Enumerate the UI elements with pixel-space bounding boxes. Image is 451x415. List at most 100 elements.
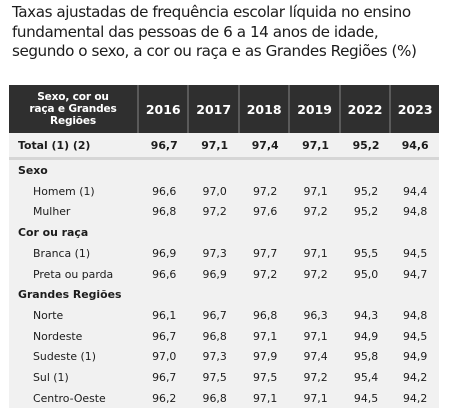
header-label-line: Regiões (50, 115, 96, 127)
table-cell: 97,7 (253, 246, 278, 260)
table-cell: 97,2 (303, 205, 328, 219)
table-cell: 95,8 (353, 350, 379, 364)
table-row: Homem (1) 96,6 97,0 97,2 97,1 95,2 94,4 (9, 181, 439, 202)
table-cell: 97,6 (253, 205, 278, 219)
table-cell: 94,2 (403, 370, 428, 384)
data-table: Sexo, cor ou raça e Grandes Regiões 2016… (9, 85, 439, 409)
table-cell: 95,0 (353, 267, 379, 281)
title-line: fundamental das pessoas de 6 a 14 anos d… (12, 22, 379, 41)
total-row: Total (1) (2) 96,7 97,1 97,4 97,1 95,2 9… (9, 133, 439, 160)
column-header-year: 2023 (391, 85, 439, 133)
table-cell: 97,2 (253, 267, 278, 281)
table-cell: 97,4 (239, 133, 291, 160)
row-label: Nordeste (33, 329, 83, 343)
table-row: Preta ou parda 96,6 96,9 97,2 97,2 95,0 … (9, 264, 439, 285)
table-cell: 96,8 (152, 205, 177, 219)
table-cell: 97,0 (152, 350, 177, 364)
header-label-line: raça e Grandes (29, 103, 117, 115)
table-cell: 97,3 (202, 246, 227, 260)
table-row: Nordeste 96,7 96,8 97,1 97,1 94,9 94,5 (9, 326, 439, 347)
row-label: Total (1) (2) (9, 133, 139, 160)
table-cell: 94,7 (403, 267, 428, 281)
section-heading: Cor ou raça (18, 226, 89, 240)
row-label: Norte (33, 309, 64, 323)
column-header-year: 2017 (189, 85, 240, 133)
table-cell: 96,7 (139, 133, 190, 160)
column-header-year: 2019 (290, 85, 341, 133)
table-cell: 94,2 (403, 391, 428, 405)
row-label: Centro-Oeste (33, 391, 106, 405)
row-label: Mulher (33, 205, 71, 219)
title-line: Taxas ajustadas de frequência escolar lí… (12, 3, 411, 21)
table-cell: 95,4 (353, 370, 379, 384)
table-cell: 96,7 (152, 370, 177, 384)
table-cell: 97,1 (303, 184, 328, 198)
section-row: Grandes Regiões (9, 284, 439, 305)
table-cell: 97,1 (290, 133, 341, 160)
row-label: Preta ou parda (33, 267, 114, 281)
section-row: Sexo (9, 160, 439, 181)
table-cell: 97,2 (253, 184, 278, 198)
table-cell: 94,8 (403, 205, 428, 219)
table-cell: 97,2 (202, 205, 227, 219)
section-heading: Sexo (18, 164, 48, 177)
table-cell: 96,9 (152, 246, 177, 260)
table-cell: 97,0 (202, 184, 227, 198)
table-cell: 96,2 (152, 391, 177, 405)
table-cell: 94,3 (353, 309, 379, 323)
row-label: Homem (1) (33, 184, 95, 198)
header-label-line: Sexo, cor ou (37, 91, 109, 103)
table-row: Norte 96,1 96,7 96,8 96,3 94,3 94,8 (9, 305, 439, 326)
table-row: Sudeste (1) 97,0 97,3 97,9 97,4 95,8 94,… (9, 347, 439, 368)
row-label: Sul (1) (33, 370, 69, 384)
table-cell: 95,2 (340, 133, 392, 160)
table-cell: 96,6 (152, 267, 177, 281)
table-row: Centro-Oeste 96,2 96,8 97,1 97,1 94,5 94… (9, 388, 439, 409)
table-cell: 96,8 (202, 391, 227, 405)
table-cell: 97,1 (189, 133, 240, 160)
row-label: Sudeste (1) (33, 350, 96, 364)
table-cell: 96,6 (152, 184, 177, 198)
table-cell: 96,1 (152, 309, 177, 323)
table-cell: 97,1 (303, 391, 328, 405)
table-row: Mulher 96,8 97,2 97,6 97,2 95,2 94,8 (9, 202, 439, 223)
section-heading: Grandes Regiões (18, 288, 122, 302)
table-cell: 97,5 (202, 370, 227, 384)
table-cell: 94,5 (353, 391, 379, 405)
table-cell: 94,4 (403, 184, 428, 198)
column-header-category: Sexo, cor ou raça e Grandes Regiões (9, 85, 139, 133)
table-cell: 97,9 (253, 350, 278, 364)
column-header-year: 2022 (340, 85, 392, 133)
table-cell: 97,2 (303, 267, 328, 281)
table-cell: 95,2 (353, 205, 379, 219)
table-cell: 94,6 (391, 133, 439, 160)
header-row: Sexo, cor ou raça e Grandes Regiões 2016… (9, 85, 439, 133)
table-cell: 96,7 (152, 329, 177, 343)
title-line: segundo o sexo, a cor ou raça e as Grand… (12, 42, 417, 61)
table-cell: 97,1 (303, 329, 328, 343)
table-cell: 94,9 (403, 350, 428, 364)
table-cell: 97,3 (202, 350, 227, 364)
table-cell: 97,5 (253, 370, 278, 384)
table-cell: 97,4 (303, 350, 328, 364)
table-cell: 96,8 (253, 309, 278, 323)
table-title: Taxas ajustadas de frequência escolar lí… (12, 3, 444, 62)
table-cell: 95,2 (353, 184, 379, 198)
table-cell: 96,7 (202, 309, 227, 323)
column-header-year: 2016 (139, 85, 190, 133)
table-cell: 96,3 (303, 309, 328, 323)
table-cell: 97,2 (303, 370, 328, 384)
table-cell: 96,8 (202, 329, 227, 343)
table-row: Sul (1) 96,7 97,5 97,5 97,2 95,4 94,2 (9, 367, 439, 388)
column-header-year: 2018 (239, 85, 291, 133)
table-cell: 94,5 (403, 246, 428, 260)
table-row: Branca (1) 96,9 97,3 97,7 97,1 95,5 94,5 (9, 243, 439, 264)
section-row: Cor ou raça (9, 222, 439, 243)
table-cell: 96,9 (202, 267, 227, 281)
table-cell: 97,1 (253, 329, 278, 343)
table-cell: 95,5 (353, 246, 379, 260)
table-cell: 97,1 (253, 391, 278, 405)
table-cell: 94,9 (353, 329, 379, 343)
table-cell: 94,8 (403, 309, 428, 323)
